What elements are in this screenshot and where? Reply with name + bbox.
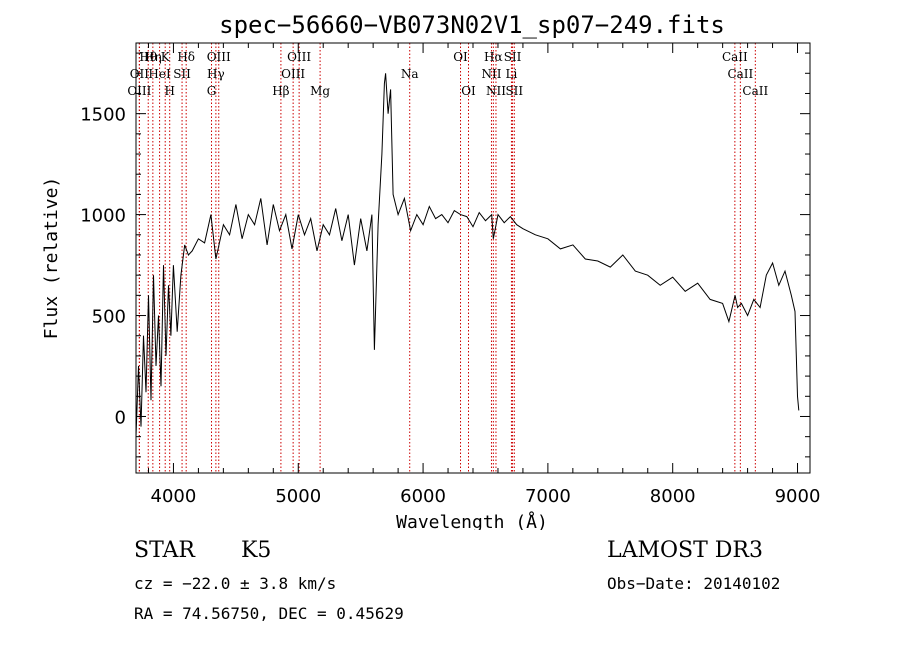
observation-date: Obs−Date: 20140102 bbox=[607, 574, 781, 593]
line-label: Hγ bbox=[207, 67, 225, 81]
line-label: K bbox=[161, 50, 171, 64]
y-tick-label: 500 bbox=[92, 307, 126, 328]
line-label: Hη bbox=[144, 50, 162, 64]
x-tick-label: 9000 bbox=[775, 486, 821, 507]
y-tick-label: 0 bbox=[115, 407, 126, 428]
spectrum-line bbox=[135, 73, 800, 437]
line-label: NII bbox=[481, 67, 501, 81]
line-label: NII bbox=[486, 84, 506, 98]
line-label: CaII bbox=[742, 84, 768, 98]
line-label: Hδ bbox=[177, 50, 195, 64]
chart-title: spec−56660−VB073N02V1_sp07−249.fits bbox=[219, 11, 725, 39]
line-label: Li bbox=[506, 67, 518, 81]
line-label: Mg bbox=[310, 84, 330, 98]
line-label: SII bbox=[505, 84, 523, 98]
line-label: Hβ bbox=[272, 84, 289, 98]
ra-dec: RA = 74.56750, DEC = 0.45629 bbox=[134, 604, 404, 623]
y-tick-label: 1000 bbox=[80, 206, 126, 227]
redshift-velocity: cz = −22.0 ± 3.8 km/s bbox=[134, 574, 337, 593]
object-class: STAR bbox=[134, 538, 195, 563]
line-label: Na bbox=[401, 67, 419, 81]
y-tick-label: 1500 bbox=[80, 105, 126, 126]
spectrum-plot: spec−56660−VB073N02V1_sp07−249.fits HθHη… bbox=[41, 11, 821, 530]
line-label: OIII bbox=[207, 50, 231, 64]
line-label: CaII bbox=[722, 50, 748, 64]
line-label: CaII bbox=[727, 67, 753, 81]
line-label: H bbox=[164, 84, 174, 98]
survey-name: LAMOST DR3 bbox=[607, 538, 763, 563]
line-label: Hα bbox=[484, 50, 503, 64]
plot-frame bbox=[135, 42, 811, 474]
x-axis-label: Wavelength (Å) bbox=[396, 511, 548, 530]
y-axis-label: Flux (relative) bbox=[41, 177, 62, 340]
line-label: OI bbox=[461, 84, 476, 98]
line-label: HeI bbox=[148, 67, 171, 81]
line-label: OII bbox=[130, 67, 150, 81]
line-label: OIII bbox=[281, 67, 305, 81]
line-label: G bbox=[207, 84, 217, 98]
line-label: Hθ bbox=[139, 50, 157, 64]
line-label: OIII bbox=[127, 84, 151, 98]
x-tick-label: 6000 bbox=[400, 486, 446, 507]
x-tick-label: 5000 bbox=[275, 486, 321, 507]
x-tick-label: 8000 bbox=[650, 486, 696, 507]
line-label: SII bbox=[504, 50, 522, 64]
object-subclass: K5 bbox=[241, 538, 272, 563]
line-label: OIII bbox=[287, 50, 311, 64]
x-axis-ticks: 4000 5000 6000 7000 8000 9000 bbox=[147, 43, 821, 507]
spectral-line-markers bbox=[138, 43, 756, 473]
line-label: OI bbox=[453, 50, 468, 64]
line-label: SII bbox=[173, 67, 191, 81]
x-tick-label: 4000 bbox=[151, 486, 197, 507]
y-axis-ticks: 0 500 1000 1500 bbox=[80, 52, 810, 458]
x-tick-label: 7000 bbox=[525, 486, 571, 507]
